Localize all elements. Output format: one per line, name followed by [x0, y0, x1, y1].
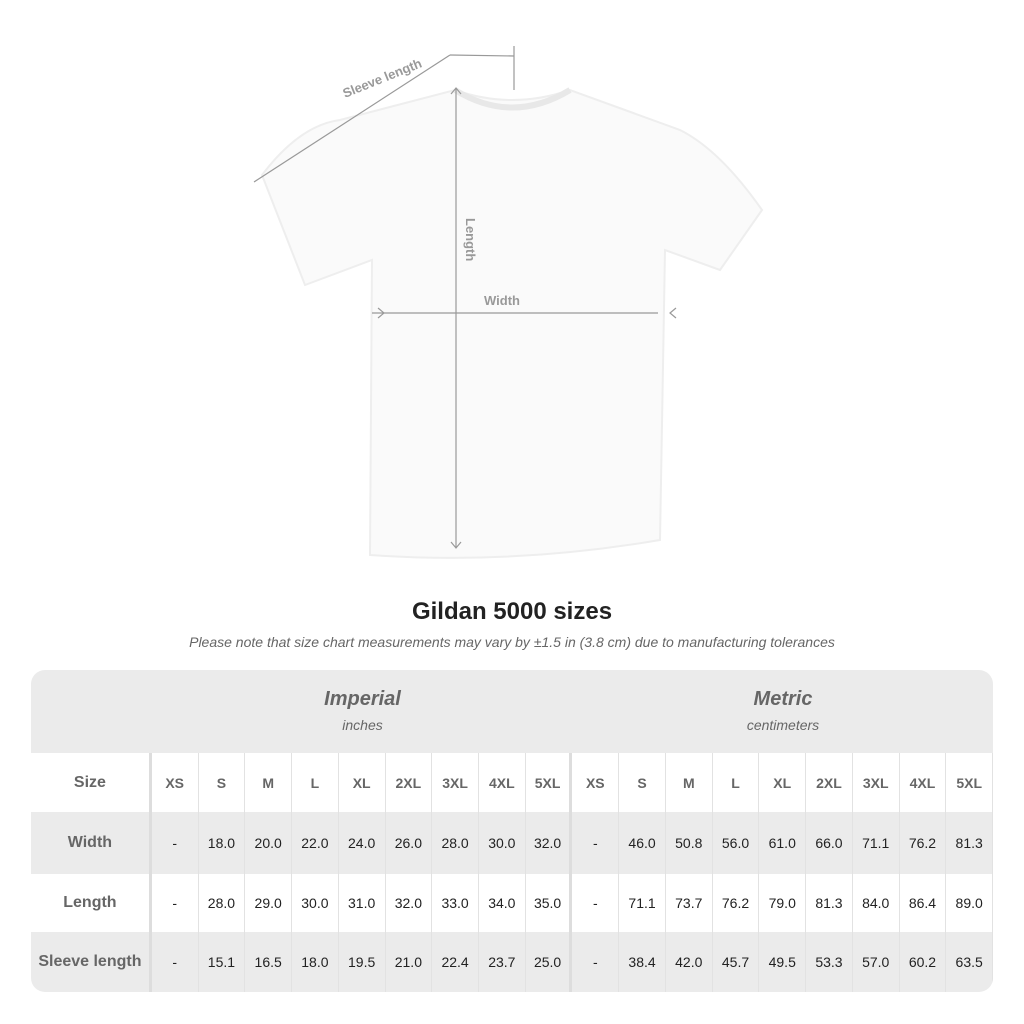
table-cell: 26.0	[386, 812, 433, 874]
table-cell: -	[152, 874, 199, 932]
table-cell: -	[152, 932, 199, 992]
table-cell: 45.7	[713, 932, 760, 992]
size-header-cell: S	[199, 753, 246, 812]
table-cell: 21.0	[386, 932, 433, 992]
size-header-cell: XS	[152, 753, 199, 812]
length-label: Length	[463, 218, 478, 261]
units-header: Imperial inches Metric centimeters	[31, 670, 993, 753]
table-cell: 76.2	[713, 874, 760, 932]
size-header-cell: XL	[339, 753, 386, 812]
table-cell: 24.0	[339, 812, 386, 874]
tshirt-diagram: Sleeve length Length Width	[253, 46, 764, 559]
row-label: Size	[31, 753, 152, 812]
sleeve-measure-line	[253, 54, 451, 183]
table-cell: 56.0	[713, 812, 760, 874]
table-cell: 66.0	[806, 812, 853, 874]
table-cell: 23.7	[479, 932, 526, 992]
table-cell: 57.0	[853, 932, 900, 992]
size-header-cell: XS	[572, 753, 620, 812]
sleeve-length-label: Sleeve length	[341, 55, 424, 100]
size-header-cell: M	[245, 753, 293, 812]
size-header-cell: 4XL	[479, 753, 526, 812]
table-cell: 86.4	[900, 874, 947, 932]
table-cell: 22.4	[432, 932, 479, 992]
table-cell: 20.0	[245, 812, 293, 874]
table-cell: 46.0	[619, 812, 666, 874]
table-cell: 32.0	[526, 812, 573, 874]
table-row: Width -18.0 20.0 22.0 24.0 26.0 28.0 30.0 32.0-4…	[31, 812, 993, 874]
table-cell: 31.0	[339, 874, 386, 932]
group-name: Imperial	[324, 688, 401, 710]
size-header-cell: L	[292, 753, 339, 812]
table-cell: 38.4	[619, 932, 666, 992]
group-unit: centimeters	[746, 717, 820, 733]
table-cell: -	[572, 874, 620, 932]
size-header-cell: 2XL	[386, 753, 433, 812]
chart-title: Gildan 5000 sizes	[411, 598, 613, 625]
table-cell: 81.3	[806, 874, 853, 932]
table-cell: 15.1	[199, 932, 246, 992]
table-cell: 89.0	[946, 874, 993, 932]
table-cell: -	[572, 812, 620, 874]
group-name: Metric	[753, 688, 813, 710]
size-header-cell: 5XL	[946, 753, 993, 812]
table-cell: -	[152, 812, 199, 874]
table-cell: 33.0	[432, 874, 479, 932]
row-label: Width	[31, 812, 152, 874]
size-table: Imperial inches Metric centimeters Size X…	[31, 670, 993, 992]
size-header-cell: 2XL	[806, 753, 853, 812]
table-cell: 28.0	[199, 874, 246, 932]
table-cell: 71.1	[619, 874, 666, 932]
table-cell: 71.1	[853, 812, 900, 874]
table-cell: 53.3	[806, 932, 853, 992]
table-cell: 34.0	[479, 874, 526, 932]
row-label: Sleeve length	[31, 932, 152, 992]
table-cell: 30.0	[292, 874, 339, 932]
metric-group: Metric centimeters	[573, 688, 993, 733]
table-cell: 19.5	[339, 932, 386, 992]
table-cell: 29.0	[245, 874, 293, 932]
table-cell: 16.5	[245, 932, 293, 992]
table-cell: 63.5	[946, 932, 993, 992]
table-cell: 73.7	[666, 874, 713, 932]
table-cell: 28.0	[432, 812, 479, 874]
tolerance-note: Please note that size chart measurements…	[189, 634, 835, 650]
size-header-cell: 5XL	[526, 753, 573, 812]
table-cell: 18.0	[292, 932, 339, 992]
table-cell: 61.0	[759, 812, 807, 874]
table-cell: 81.3	[946, 812, 993, 874]
table-cell: 30.0	[479, 812, 526, 874]
table-cell: 22.0	[292, 812, 339, 874]
table-cell: 79.0	[759, 874, 807, 932]
table-cell: 50.8	[666, 812, 713, 874]
size-header-cell: 4XL	[900, 753, 947, 812]
table-row: Sleeve length -15.1 16.5 18.0 19.5 21.0 22.4 23…	[31, 932, 993, 992]
table-cell: -	[572, 932, 620, 992]
table-cell: 35.0	[526, 874, 573, 932]
size-header-row: Size XS S M L XL 2XL 3XL 4XL 5XL XS S M L XL 2XL 3XL 4XL 5…	[31, 753, 993, 812]
table-cell: 25.0	[526, 932, 573, 992]
size-header-cell: XL	[759, 753, 807, 812]
table-cell: 60.2	[900, 932, 947, 992]
table-cell: 32.0	[386, 874, 433, 932]
table-cell: 76.2	[900, 812, 947, 874]
imperial-group: Imperial inches	[152, 688, 573, 733]
table-cell: 18.0	[199, 812, 246, 874]
size-header-cell: L	[713, 753, 760, 812]
row-label: Length	[31, 874, 152, 932]
width-label: Width	[484, 293, 520, 308]
table-cell: 49.5	[759, 932, 807, 992]
size-header-cell: M	[666, 753, 713, 812]
size-header-cell: 3XL	[853, 753, 900, 812]
table-row: Length -28.0 29.0 30.0 31.0 32.0 33.0 34.0 35.0-…	[31, 874, 993, 932]
table-cell: 84.0	[853, 874, 900, 932]
tshirt-shape	[260, 88, 764, 559]
table-cell: 42.0	[666, 932, 713, 992]
size-header-cell: 3XL	[432, 753, 479, 812]
collar	[453, 87, 572, 111]
size-header-cell: S	[619, 753, 666, 812]
group-unit: inches	[342, 717, 383, 733]
